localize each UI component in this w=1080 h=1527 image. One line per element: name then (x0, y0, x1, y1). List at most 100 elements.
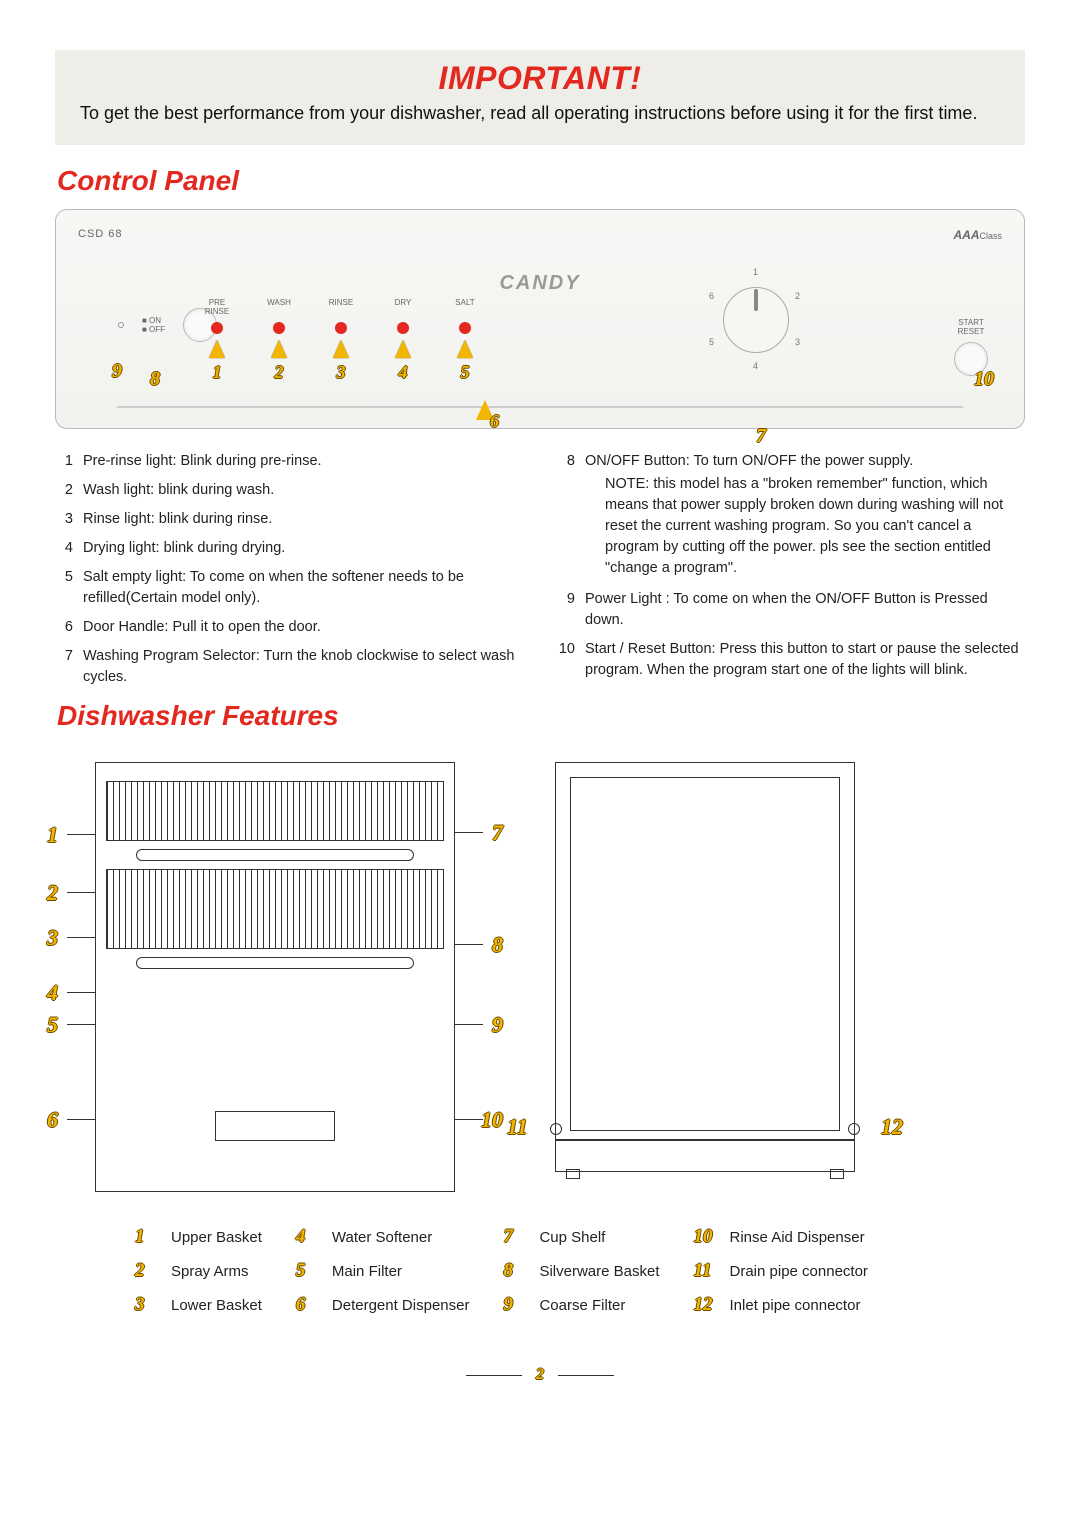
feature-key-label: Coarse Filter (539, 1297, 625, 1314)
callout-line-icon (455, 1024, 483, 1025)
feature-key-item: 7 Cup Shelf (503, 1226, 659, 1248)
indicator-light: DRY 4 (388, 298, 418, 383)
feature-key-item: 1Upper Basket (135, 1226, 262, 1248)
feature-key-column: 7 Cup Shelf 8Silverware Basket 9 Coarse Filt… (503, 1226, 659, 1316)
feature-key-item: 3 Lower Basket (135, 1294, 262, 1316)
arrow-up-icon (271, 340, 287, 358)
page-number: 2 (55, 1366, 1025, 1384)
description-item: 1Pre-rinse light: Blink during pre-rinse… (55, 451, 523, 472)
panel-model: CSD 68 (78, 228, 123, 240)
front-view-diagram (95, 762, 455, 1192)
feature-key-number: 7 (503, 1226, 527, 1248)
light-number: 1 (213, 362, 222, 383)
feature-key-label: Detergent Dispenser (332, 1297, 470, 1314)
description-number: 2 (55, 480, 73, 501)
feature-key-column: 4Water Softener5Main Filter6Detergent Di… (296, 1226, 470, 1316)
feature-key-item: 12 Inlet pipe connector (694, 1294, 868, 1316)
dispenser-icon (215, 1111, 335, 1141)
important-title: IMPORTANT! (80, 60, 1000, 97)
feature-key-number: 10 (694, 1226, 718, 1248)
onoff-label: ■ ON ■ OFF (142, 316, 165, 334)
feature-key-table: 1Upper Basket 2 Spray Arms 3 Lower Basket 4Wa… (55, 1226, 1025, 1316)
callout-line-icon (67, 892, 95, 893)
front-callout: 7 (492, 820, 503, 846)
light-label: WASH (267, 298, 291, 316)
feature-key-label: Main Filter (332, 1263, 402, 1280)
front-callout: 10 (481, 1107, 503, 1133)
light-number: 4 (399, 362, 408, 383)
feature-key-number: 9 (503, 1294, 527, 1316)
feature-key-number: 2 (135, 1260, 159, 1282)
door-handle-icon (116, 406, 964, 414)
description-text: Washing Program Selector: Turn the knob … (83, 646, 523, 688)
indicator-light: WASH2 (264, 298, 294, 383)
features-figures: 123456 78910 11 12 (55, 762, 1025, 1192)
description-text: Salt empty light: To come on when the so… (83, 567, 523, 609)
light-dot-icon (335, 322, 347, 334)
light-dot-icon (273, 322, 285, 334)
feature-key-item: 4Water Softener (296, 1226, 470, 1248)
description-number: 4 (55, 538, 73, 559)
features-title: Dishwasher Features (57, 700, 1025, 732)
description-text: Drying light: blink during drying. (83, 538, 523, 559)
lower-spray-arm-icon (136, 957, 414, 969)
panel-aaa: AAAClass (953, 228, 1002, 242)
feature-key-label: Inlet pipe connector (730, 1297, 861, 1314)
side-foot-l-icon (566, 1169, 580, 1179)
note-text: NOTE: this model has a "broken remember"… (557, 474, 1025, 579)
callout-line-icon (67, 1119, 95, 1120)
control-panel-title: Control Panel (57, 165, 1025, 197)
description-number: 6 (55, 617, 73, 638)
indicator-light: SALT 5 (450, 298, 480, 383)
light-dot-icon (211, 322, 223, 334)
feature-key-label: Spray Arms (171, 1263, 249, 1280)
knob-tick-6: 6 (709, 291, 714, 301)
arrow-up-icon (395, 340, 411, 358)
feature-key-item: 8Silverware Basket (503, 1260, 659, 1282)
description-item: 2Wash light: blink during wash. (55, 480, 523, 501)
side-foot-r-icon (830, 1169, 844, 1179)
upper-basket-icon (106, 781, 444, 841)
description-item: 10Start / Reset Button: Press this butto… (557, 639, 1025, 681)
light-number: 5 (461, 362, 470, 383)
important-body: To get the best performance from your di… (80, 101, 1000, 125)
feature-key-number: 11 (694, 1260, 718, 1282)
desc-right-col: 8ON/OFF Button: To turn ON/OFF the power… (557, 451, 1025, 696)
description-text: Rinse light: blink during rinse. (83, 509, 523, 530)
light-label: SALT (455, 298, 474, 316)
feature-key-column: 1Upper Basket 2 Spray Arms 3 Lower Basket (135, 1226, 262, 1316)
callout-line-icon (67, 992, 95, 993)
desc-left-col: 1Pre-rinse light: Blink during pre-rinse… (55, 451, 523, 696)
control-panel-diagram: CSD 68 AAAClass CANDY ■ ON ■ OFF 9 8 PRE… (55, 209, 1025, 429)
callout-line-icon (455, 944, 483, 945)
description-number: 8 (557, 451, 575, 472)
feature-key-item: 9 Coarse Filter (503, 1294, 659, 1316)
description-item: 7Washing Program Selector: Turn the knob… (55, 646, 523, 688)
front-callout: 8 (492, 932, 503, 958)
light-label: PRE RINSE (205, 298, 229, 316)
callout-7: 7 (756, 425, 766, 448)
feature-key-number: 3 (135, 1294, 159, 1316)
callout-line-icon (67, 834, 95, 835)
indicator-light: RINSE3 (326, 298, 356, 383)
description-number: 3 (55, 509, 73, 530)
knob-tick-1: 1 (753, 267, 758, 277)
light-label: DRY (395, 298, 412, 316)
callout-line-icon (67, 1024, 95, 1025)
arrow-up-icon (457, 340, 473, 358)
knob-tick-5: 5 (709, 337, 714, 347)
feature-key-number: 12 (694, 1294, 718, 1316)
description-text: Pre-rinse light: Blink during pre-rinse. (83, 451, 523, 472)
knob-indicator-icon (754, 289, 758, 311)
side-view-diagram (555, 762, 855, 1172)
light-label: RINSE (329, 298, 353, 316)
feature-key-label: Lower Basket (171, 1297, 262, 1314)
feature-key-label: Cup Shelf (539, 1229, 605, 1246)
aaa-class: Class (979, 231, 1002, 241)
knob-tick-2: 2 (795, 291, 800, 301)
aaa-text: AAA (953, 228, 979, 242)
callout-line-icon (455, 1119, 483, 1120)
page-number-value: 2 (536, 1366, 544, 1383)
feature-key-label: Rinse Aid Dispenser (730, 1229, 865, 1246)
arrow-up-icon (333, 340, 349, 358)
